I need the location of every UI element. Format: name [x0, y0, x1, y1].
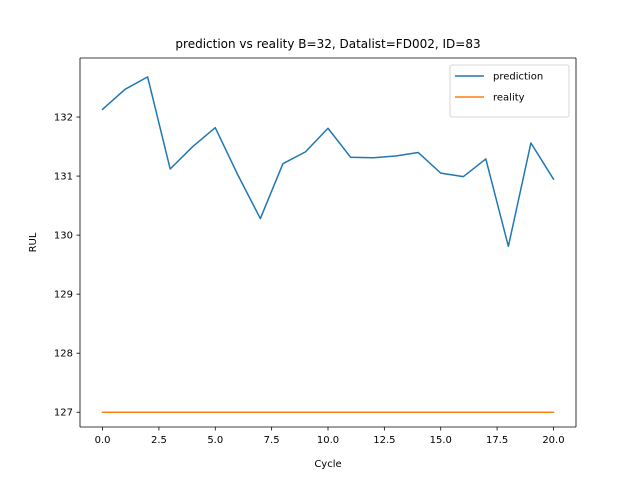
- y-tick-label: 132: [54, 113, 73, 124]
- x-tick-label: 20.0: [542, 435, 564, 446]
- x-tick-label: 12.5: [373, 435, 395, 446]
- legend-box: [449, 64, 570, 118]
- plot-area: [80, 58, 576, 427]
- legend-label: prediction: [493, 72, 543, 83]
- y-tick-label: 131: [54, 172, 73, 183]
- x-tick-label: 17.5: [486, 435, 508, 446]
- x-axis: 0.0 2.5 5.0 7.5 10.0 12.5 15.0 17.5 20.0: [95, 427, 565, 446]
- x-tick-label: 7.5: [264, 435, 280, 446]
- legend: prediction reality: [449, 64, 570, 118]
- chart-title: prediction vs reality B=32, Datalist=FD0…: [175, 37, 480, 51]
- x-tick-label: 15.0: [430, 435, 452, 446]
- x-tick-label: 0.0: [95, 435, 111, 446]
- x-axis-label: Cycle: [314, 459, 341, 470]
- series-layer: [101, 76, 555, 413]
- y-axis: 127 128 129 130 131 132: [54, 113, 80, 419]
- y-tick-label: 130: [54, 231, 73, 242]
- y-tick-label: 129: [54, 290, 73, 301]
- y-tick-label: 127: [54, 408, 73, 419]
- y-tick-label: 128: [54, 349, 73, 360]
- series-line-prediction: [101, 76, 555, 248]
- y-axis-label: RUL: [28, 232, 39, 252]
- legend-label: reality: [493, 93, 525, 104]
- x-tick-label: 2.5: [151, 435, 167, 446]
- plot-background: [80, 58, 576, 427]
- x-tick-label: 5.0: [207, 435, 223, 446]
- x-tick-label: 10.0: [317, 435, 339, 446]
